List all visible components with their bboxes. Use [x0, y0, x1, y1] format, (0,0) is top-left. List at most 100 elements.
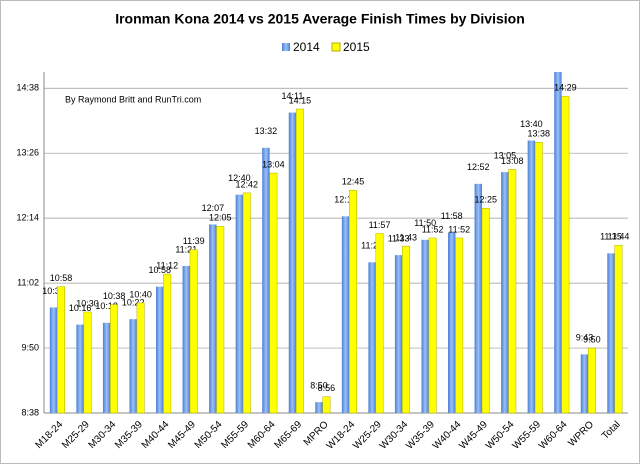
- bar: [235, 194, 244, 413]
- bar: [57, 286, 65, 414]
- data-label: 12:42: [236, 179, 259, 189]
- bar: [580, 354, 589, 413]
- bar: [527, 140, 536, 413]
- data-label: 10:40: [129, 289, 152, 299]
- data-label: 12:45: [342, 177, 365, 187]
- data-label: 11:21: [175, 244, 197, 254]
- bar: [189, 249, 198, 414]
- data-label: 11:25: [361, 241, 383, 251]
- data-label: 11:52: [422, 224, 444, 234]
- data-label: 10:22: [122, 298, 145, 308]
- bar: [428, 237, 437, 414]
- data-label: 9:50: [583, 334, 601, 344]
- bar: [269, 172, 278, 414]
- bar: [561, 96, 570, 414]
- data-label: 10:16: [69, 303, 92, 313]
- data-label: 11:35: [600, 232, 622, 242]
- bar: [421, 239, 429, 413]
- legend-swatch: [282, 43, 290, 51]
- legend-label: 2014: [293, 40, 320, 54]
- data-label: 11:57: [369, 220, 391, 230]
- bar: [83, 311, 92, 414]
- bar: [375, 233, 384, 414]
- data-label: 13:32: [255, 126, 278, 136]
- data-label: 12:07: [202, 203, 225, 213]
- bar: [402, 245, 411, 414]
- data-label: 10:30: [76, 298, 99, 308]
- bar: [349, 189, 357, 414]
- bar: [288, 112, 297, 413]
- y-tick-label: 11:02: [17, 277, 39, 287]
- data-label: 11:39: [183, 236, 205, 246]
- bar: [508, 169, 517, 414]
- bar: [394, 255, 403, 413]
- bar: [534, 142, 543, 414]
- bar: [182, 265, 190, 413]
- data-label: 11:50: [414, 218, 436, 228]
- bar: [315, 402, 323, 413]
- data-label: 11:52: [448, 224, 470, 234]
- bar: [501, 172, 509, 413]
- data-label: 12:40: [228, 173, 251, 183]
- bar: [262, 147, 270, 413]
- data-label: 12:25: [474, 195, 497, 205]
- bar: [76, 324, 84, 413]
- y-tick-label: 9:50: [21, 342, 39, 352]
- bar: [49, 307, 58, 413]
- bar: [242, 192, 251, 414]
- data-label: 13:38: [528, 129, 551, 139]
- data-label: 11:58: [441, 211, 463, 221]
- bar: [102, 322, 111, 413]
- data-label: 10:38: [103, 291, 126, 301]
- bar: [368, 262, 376, 413]
- y-tick-label: 14:38: [16, 83, 39, 93]
- bar: [587, 347, 596, 414]
- bar: [322, 396, 331, 414]
- bar: [216, 226, 225, 414]
- data-label: 14:15: [289, 95, 312, 105]
- data-label: 10:58: [148, 265, 171, 275]
- bar: [129, 319, 137, 413]
- data-label: 12:16: [334, 195, 357, 205]
- bar: [295, 108, 304, 414]
- y-tick-label: 13:26: [16, 148, 39, 158]
- data-label: 8:50: [310, 381, 328, 391]
- bar: [614, 244, 623, 414]
- legend-swatch: [331, 42, 341, 52]
- data-label: 11:43: [395, 232, 417, 242]
- bar: [455, 237, 464, 414]
- bar: [448, 232, 456, 413]
- bar: [341, 216, 350, 413]
- bar: [209, 224, 217, 413]
- bar: [474, 183, 482, 413]
- bar: [136, 302, 145, 414]
- data-label: 12:05: [209, 213, 232, 223]
- data-label: 8:56: [318, 383, 336, 393]
- data-label: 13:08: [501, 156, 524, 166]
- y-tick-label: 12:14: [16, 213, 39, 223]
- data-label: 14:11: [282, 91, 304, 101]
- bar: [481, 207, 490, 414]
- data-label: 10:35: [42, 286, 65, 296]
- data-label: 11:44: [608, 232, 630, 242]
- data-label: 9:43: [576, 333, 594, 343]
- y-tick-label: 8:38: [21, 407, 39, 417]
- chart-title: Ironman Kona 2014 vs 2015 Average Finish…: [115, 11, 525, 27]
- data-label: 11:33: [388, 234, 410, 244]
- bar: [156, 286, 164, 413]
- bar: [110, 304, 119, 414]
- data-label: 13:04: [262, 159, 285, 169]
- bar: [554, 72, 562, 413]
- data-label: 12:52: [467, 162, 490, 172]
- bar: [163, 273, 172, 414]
- data-label: 14:29: [554, 83, 577, 93]
- data-label: 10:58: [50, 273, 73, 283]
- annotation: By Raymond Britt and RunTri.com: [65, 94, 201, 104]
- data-label: 13:40: [520, 119, 543, 129]
- legend-label: 2015: [343, 40, 370, 54]
- data-label: 11:12: [156, 260, 178, 270]
- data-label: 13:05: [494, 151, 517, 161]
- data-label: 10:18: [95, 301, 118, 311]
